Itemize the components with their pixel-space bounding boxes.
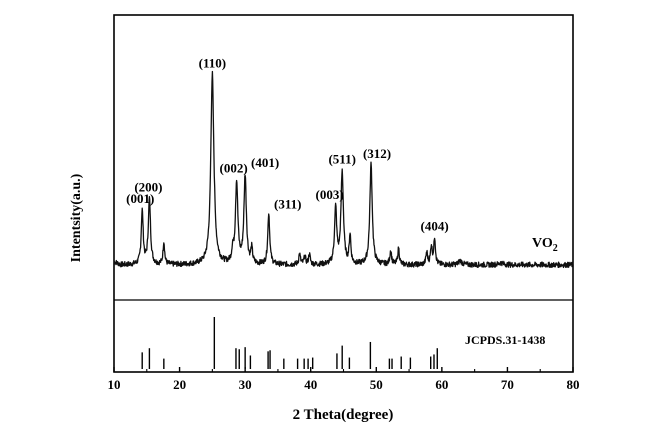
peak-label: (002) [220, 160, 248, 175]
peak-labels: (001)(200) (110) (002) (401) (311) (003) (511)… [126, 56, 449, 234]
peak-label: (200) [134, 180, 162, 195]
x-tick-label: 20 [173, 377, 186, 392]
x-tick-label: 80 [567, 377, 580, 392]
series-line-vo2 [113, 70, 574, 269]
peak-label: (311) [274, 197, 301, 212]
peak-label: (511) [328, 152, 355, 167]
peak-label: (003) [316, 187, 344, 202]
x-tick-label: 10 [108, 377, 121, 392]
peak-label: (401) [251, 155, 279, 170]
x-tick-label: 60 [435, 377, 448, 392]
peak-label: (312) [363, 146, 391, 161]
x-tick-label: 70 [501, 377, 514, 392]
x-axis-label: 2 Theta(degree) [293, 407, 394, 423]
reference-label: JCPDS.31-1438 [465, 333, 545, 347]
series-label: VO2 [532, 236, 558, 254]
peak-label: (001) [126, 191, 154, 206]
y-axis-label: Intentsity(a.u.) [69, 173, 84, 262]
x-tick-label: 40 [304, 377, 317, 392]
x-axis-tick-labels: 10 20 30 40 50 60 70 80 [108, 377, 580, 392]
x-tick-label: 50 [370, 377, 383, 392]
peak-label: (404) [421, 218, 449, 233]
x-tick-label: 30 [239, 377, 252, 392]
reference-lines [141, 317, 438, 369]
x-axis-ticks [113, 367, 574, 372]
peak-label: (110) [199, 56, 226, 71]
